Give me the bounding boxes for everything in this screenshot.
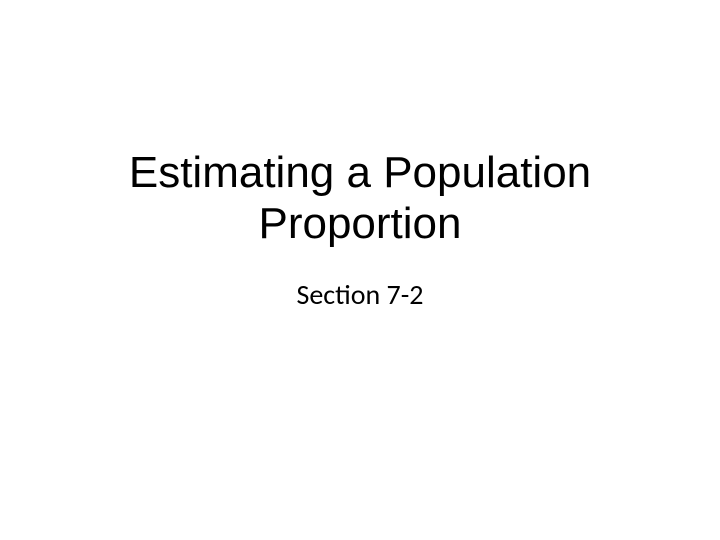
- title-line-2: Proportion: [129, 199, 591, 250]
- title-line-1: Estimating a Population: [129, 148, 591, 199]
- slide-subtitle: Section 7-2: [297, 277, 424, 312]
- slide: Estimating a Population Proportion Secti…: [0, 0, 720, 540]
- slide-title: Estimating a Population Proportion: [129, 148, 591, 249]
